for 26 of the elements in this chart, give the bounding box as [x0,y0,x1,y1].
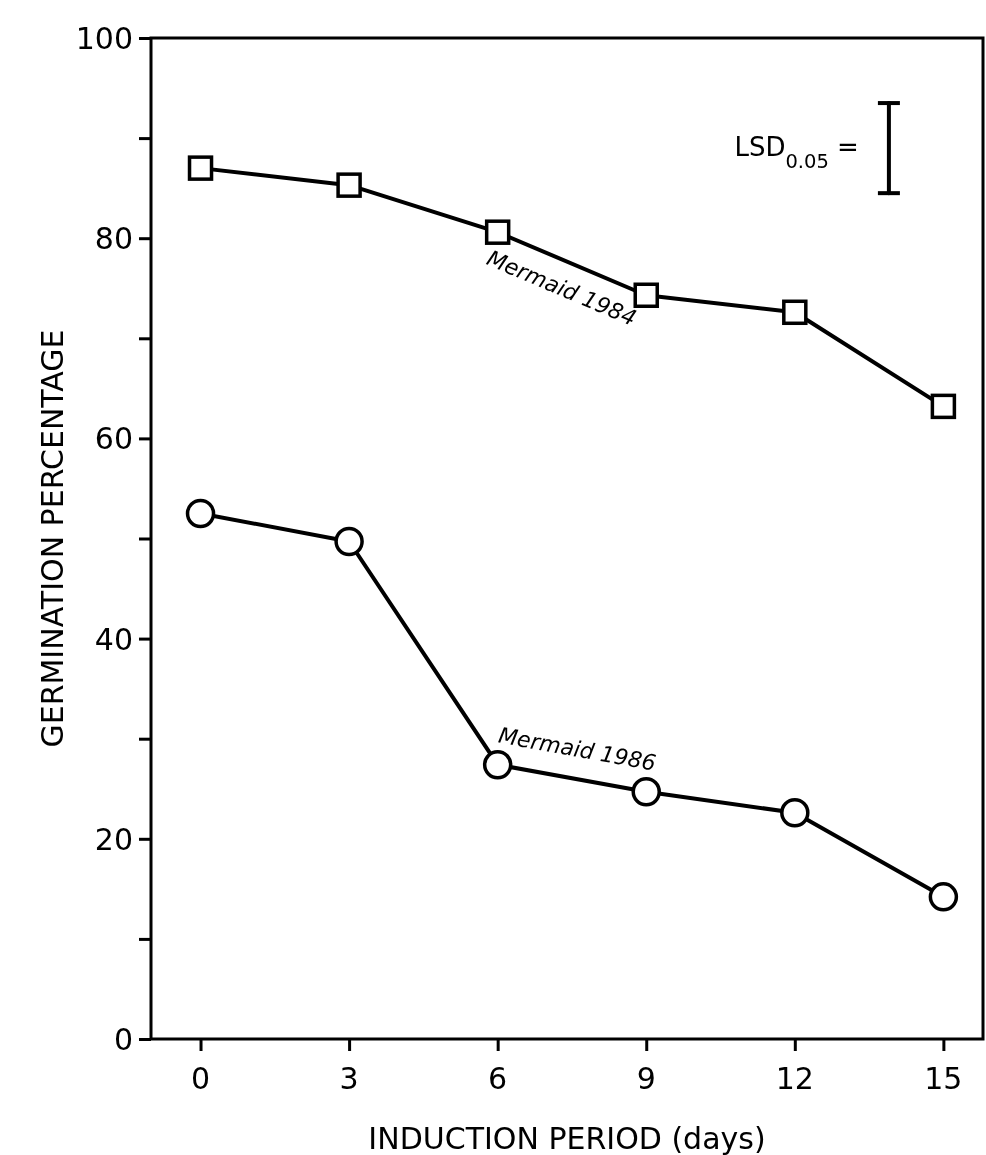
x-tick-label: 15 [924,1061,963,1096]
y-tick-label: 40 [94,621,133,657]
x-tick-label: 6 [488,1061,508,1096]
annotation: LSD$_{0.05}$ = [734,132,859,173]
point [631,777,661,807]
point [780,798,810,828]
point [782,299,808,326]
point [928,882,959,912]
y-tick-label: 80 [94,221,133,257]
x-axis-title: INDUCTION PERIOD (days) [368,1121,766,1155]
y-tick-label: 0 [113,1022,133,1057]
point [187,155,214,181]
point [484,219,511,245]
y-tick-label: 60 [94,421,133,457]
point [185,498,216,529]
x-tick-label: 0 [190,1061,211,1096]
x-tick-label: 9 [636,1061,656,1096]
y-tick-label: 20 [94,821,133,857]
point [930,393,957,420]
y-axis-title: GERMINATION PERCENTAGE [35,329,70,748]
text: Mermaid 1986 [496,722,658,776]
x-tick-label: 12 [775,1061,814,1096]
x-tick-label: 3 [339,1061,359,1096]
point [334,526,364,557]
y-tick-label: 100 [75,21,133,56]
point [336,172,362,198]
